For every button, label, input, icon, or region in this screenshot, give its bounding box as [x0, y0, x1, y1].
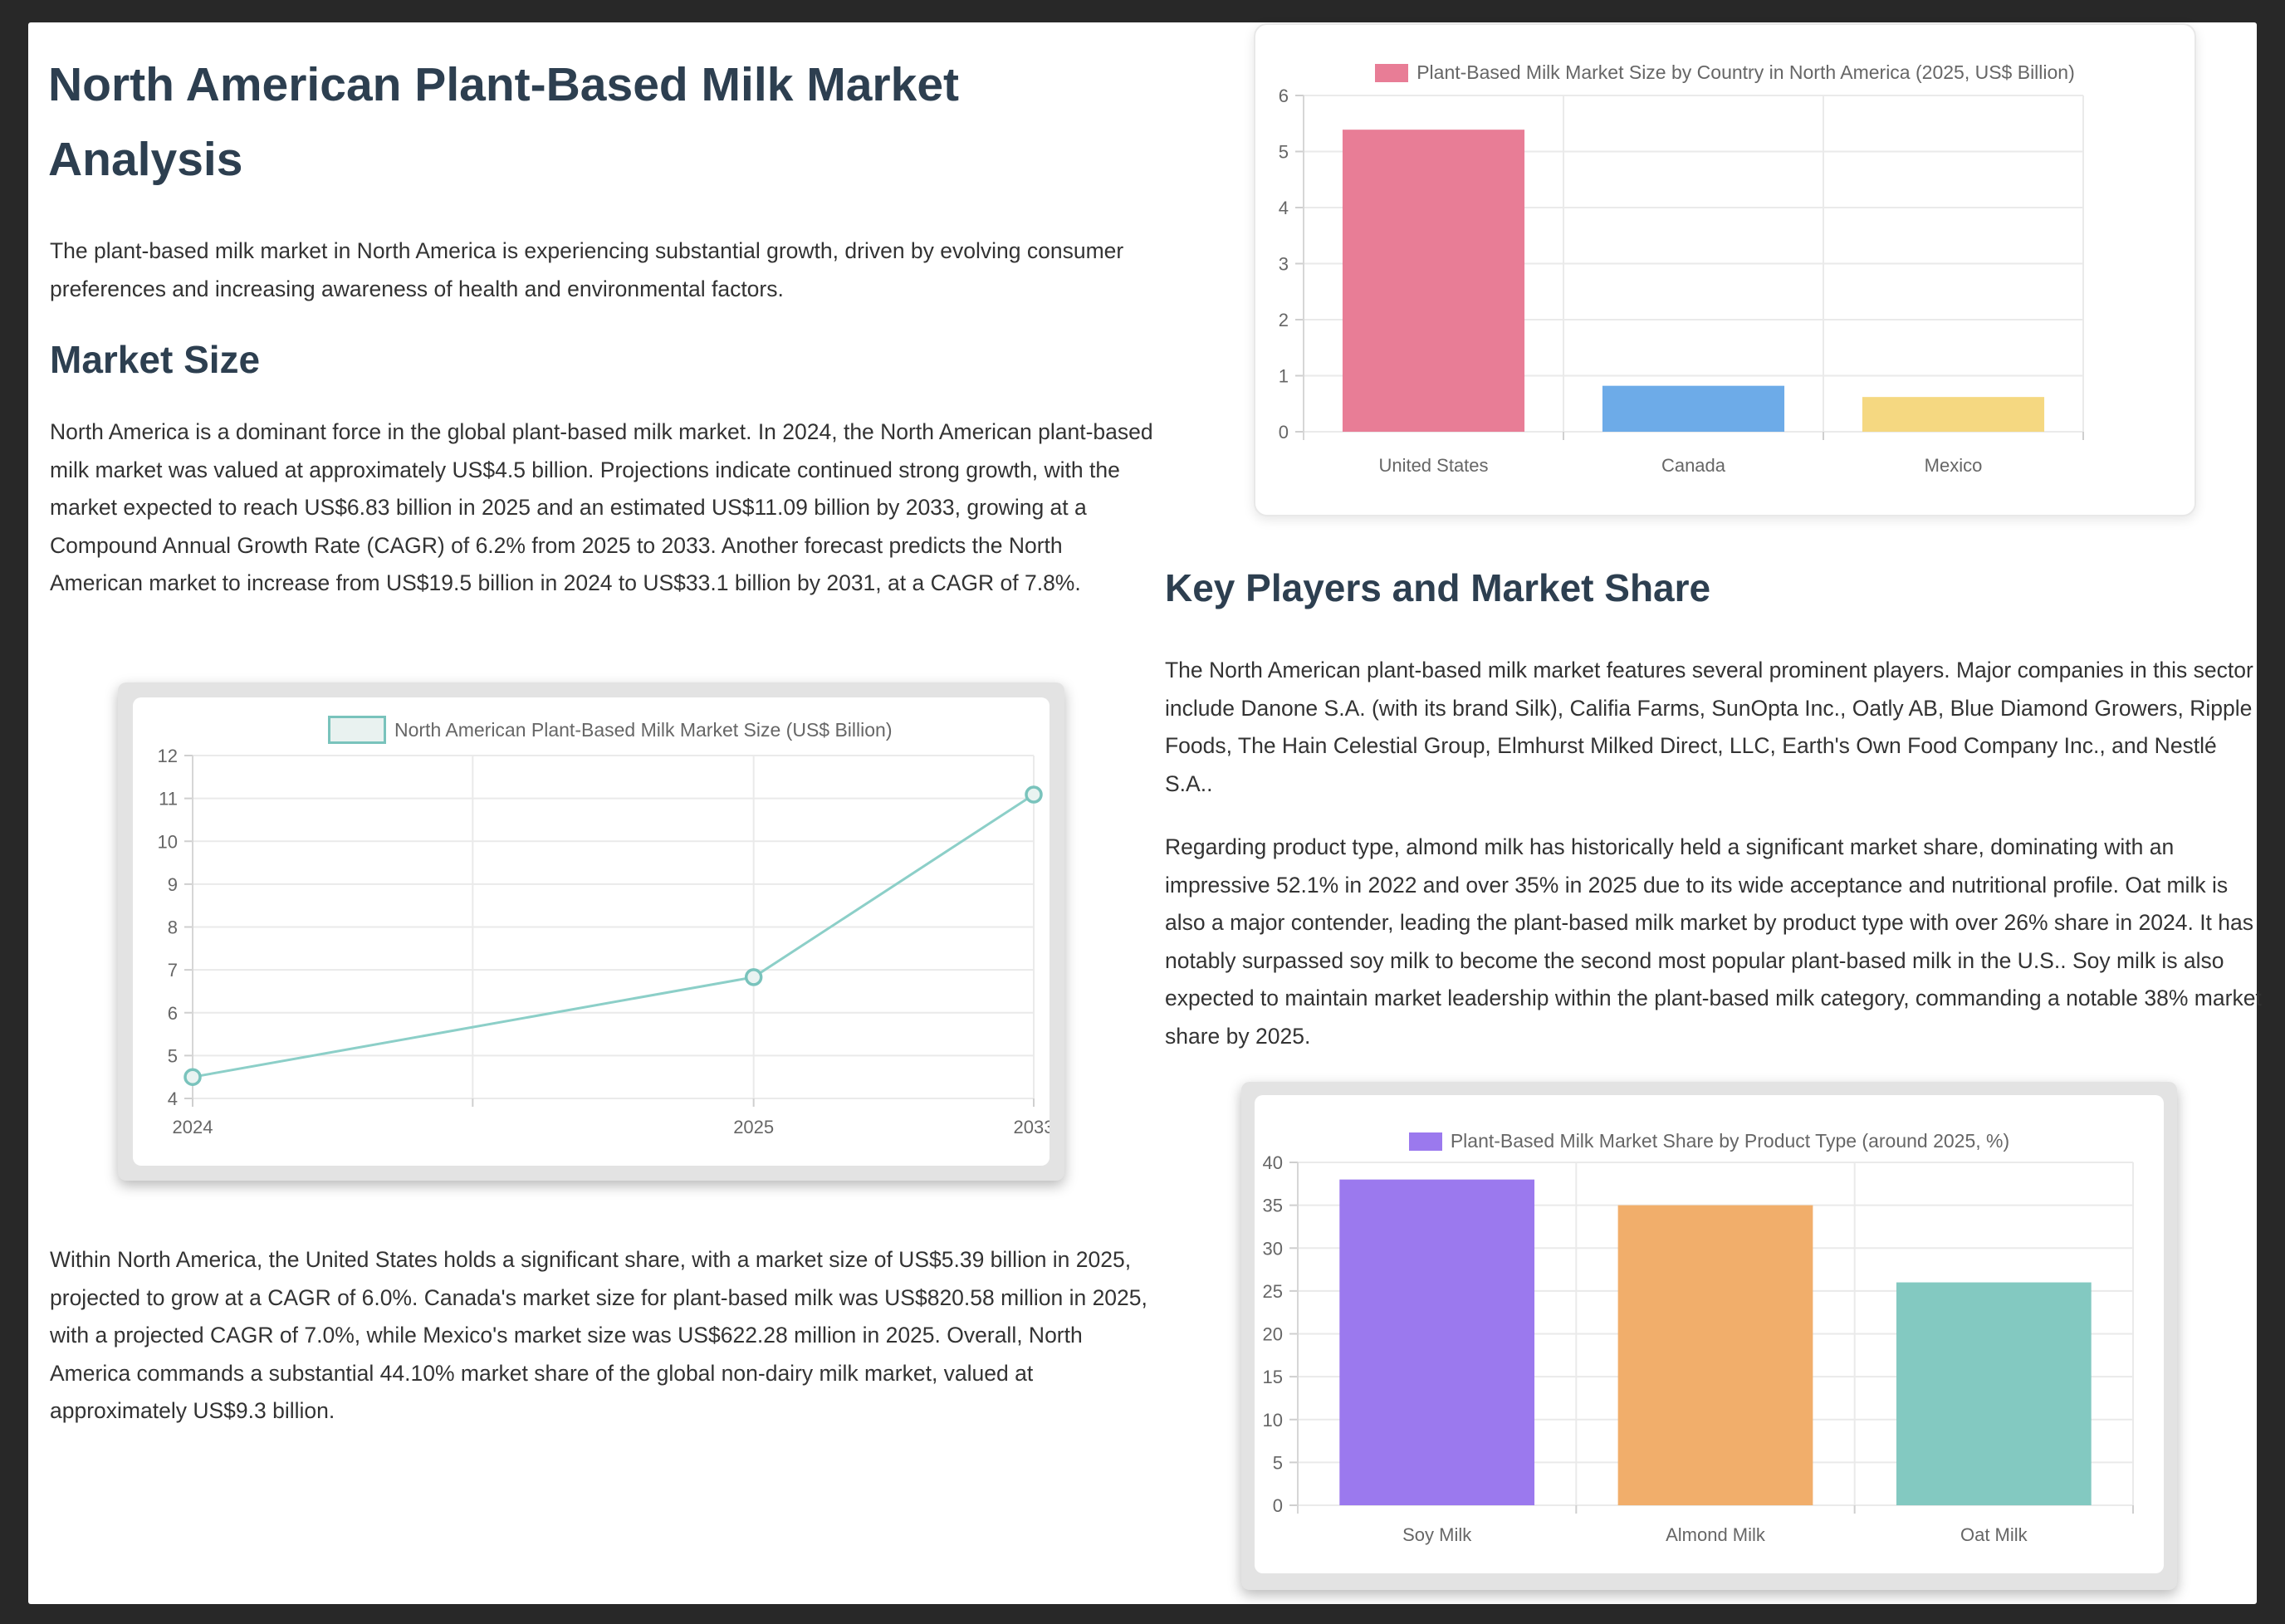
svg-text:2025: 2025	[733, 1117, 774, 1137]
product-share-bar-chart: Plant-Based Milk Market Share by Product…	[1255, 1095, 2164, 1573]
svg-text:Mexico: Mexico	[1925, 455, 1983, 476]
bar-chart-plot-area: 0 1 2 3 4 5 6 United States Canada Mexico	[1255, 25, 2194, 515]
market-size-line-chart: North American Plant-Based Milk Market S…	[133, 697, 1054, 1166]
svg-text:Oat Milk: Oat Milk	[1960, 1524, 2028, 1545]
market-size-paragraph-1: North America is a dominant force in the…	[50, 419, 1153, 595]
svg-text:9: 9	[168, 874, 178, 895]
svg-text:5: 5	[1273, 1452, 1283, 1473]
svg-text:10: 10	[1263, 1410, 1283, 1431]
bar-series-swatch-icon	[1408, 1132, 1442, 1151]
product-share-bar-chart-figure: Plant-Based Milk Market Share by Product…	[1241, 1082, 2177, 1590]
svg-text:35: 35	[1263, 1196, 1283, 1216]
svg-text:United States: United States	[1378, 455, 1488, 476]
chart-legend-label: Plant-Based Milk Market Share by Product…	[1450, 1130, 2010, 1152]
svg-text:2: 2	[1279, 310, 1289, 330]
svg-text:6: 6	[1279, 86, 1289, 106]
svg-text:2033: 2033	[1014, 1117, 1050, 1137]
chart-legend-label: Plant-Based Milk Market Size by Country …	[1417, 61, 2075, 83]
svg-text:0: 0	[1279, 422, 1289, 443]
key-players-paragraph-2: Regarding product type, almond milk has …	[1165, 834, 2262, 1049]
country-bar-chart: Plant-Based Milk Market Size by Country …	[1254, 23, 2196, 516]
svg-text:40: 40	[1263, 1152, 1283, 1173]
chart-legend-label: North American Plant-Based Milk Market S…	[394, 718, 893, 741]
svg-text:6: 6	[168, 1003, 178, 1024]
svg-text:5: 5	[1279, 142, 1289, 163]
svg-text:8: 8	[168, 917, 178, 938]
market-size-paragraph-2: Within North America, the United States …	[50, 1247, 1147, 1423]
market-size-line-chart-figure: North American Plant-Based Milk Market S…	[118, 682, 1064, 1181]
market-size-heading: Market Size	[50, 338, 261, 381]
svg-text:15: 15	[1263, 1367, 1283, 1387]
svg-text:Canada: Canada	[1661, 455, 1726, 476]
svg-text:20: 20	[1263, 1324, 1283, 1345]
line-chart-plot-area: 4 5 6 7 8 9 10 11 12 2024 2025 2033	[133, 697, 1054, 1166]
intro-paragraph: The plant-based milk market in North Ame…	[50, 238, 1124, 301]
svg-text:Almond Milk: Almond Milk	[1666, 1524, 1766, 1545]
svg-text:11: 11	[159, 789, 178, 810]
svg-text:2024: 2024	[173, 1117, 213, 1137]
svg-text:0: 0	[1273, 1495, 1283, 1516]
line-series-swatch-icon	[328, 716, 386, 744]
page-title: North American Plant-Based Milk Market A…	[48, 58, 959, 186]
svg-text:4: 4	[1279, 198, 1289, 218]
chart-legend: Plant-Based Milk Market Size by Country …	[1255, 61, 2194, 84]
svg-text:10: 10	[158, 831, 178, 852]
bar-series-swatch-icon	[1375, 63, 1409, 82]
svg-text:30: 30	[1263, 1238, 1283, 1259]
svg-text:12: 12	[158, 746, 178, 766]
key-players-paragraph-1: The North American plant-based milk mark…	[1165, 658, 2253, 796]
svg-text:5: 5	[168, 1045, 178, 1066]
svg-text:3: 3	[1279, 254, 1289, 275]
svg-text:25: 25	[1263, 1281, 1283, 1302]
bar-chart-plot-area: 0 5 10 15 20 25 30 35 40 Soy Milk Almond Milk Oat M…	[1255, 1095, 2164, 1573]
svg-text:4: 4	[168, 1088, 178, 1109]
key-players-heading: Key Players and Market Share	[1165, 566, 1711, 609]
svg-text:7: 7	[168, 960, 178, 981]
document-page: North American Plant-Based Milk Market A…	[28, 22, 2262, 1604]
svg-text:Soy Milk: Soy Milk	[1402, 1524, 1472, 1545]
chart-legend: North American Plant-Based Milk Market S…	[133, 716, 1050, 744]
chart-legend: Plant-Based Milk Market Share by Product…	[1255, 1130, 2164, 1152]
svg-text:1: 1	[1279, 366, 1289, 387]
